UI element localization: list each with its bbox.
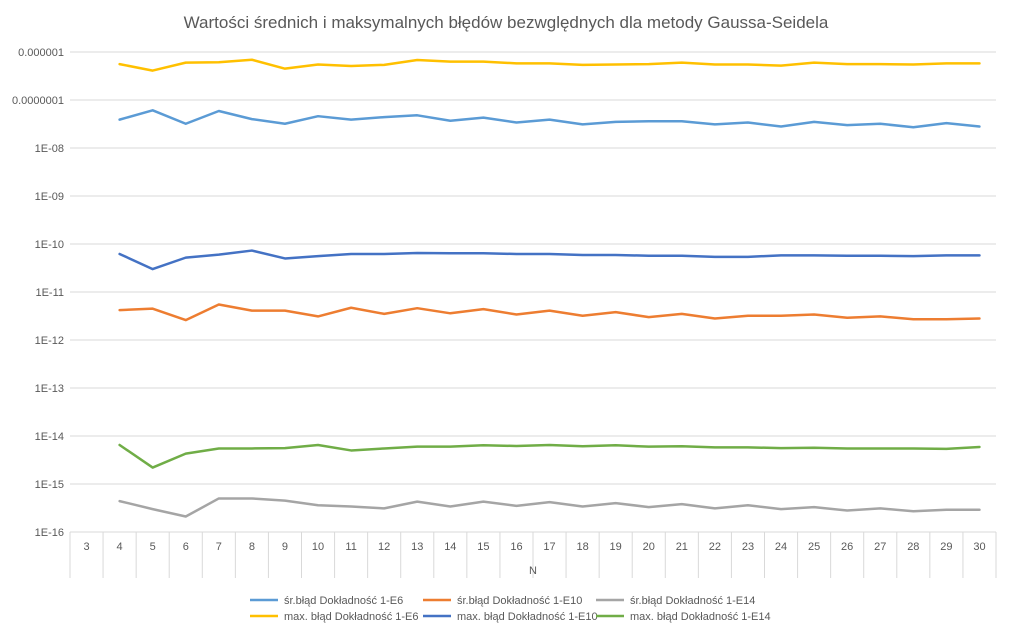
series-line: [118, 109, 981, 129]
x-tick-label: 23: [742, 541, 754, 553]
x-tick-label: 18: [576, 541, 588, 553]
x-tick-label: 17: [543, 541, 555, 553]
x-tick-label: 28: [907, 541, 919, 553]
y-axis: 0.000001 0.0000001 1E-08 1E-09 1E-10 1E-11 1E-…: [12, 47, 64, 539]
y-tick-label: 1E-09: [35, 191, 64, 203]
series-line: [118, 303, 981, 322]
x-tick-label: 11: [345, 541, 356, 553]
x-tick-label: 5: [150, 541, 156, 553]
x-tick-label: 8: [249, 541, 255, 553]
x-tick-label: 16: [510, 541, 522, 553]
x-tick-label: 27: [874, 541, 886, 553]
legend-label: śr.błąd Dokładność 1-E10: [457, 595, 582, 607]
legend: śr.błąd Dokładność 1-E6 śr.błąd Dokładnoś…: [250, 595, 771, 623]
x-tick-label: 22: [709, 541, 721, 553]
y-tick-label: 1E-16: [35, 527, 64, 539]
series-lines: [118, 58, 981, 518]
x-axis-title: N: [529, 565, 537, 577]
legend-label: śr.błąd Dokładność 1-E6: [284, 595, 403, 607]
y-tick-label: 0.000001: [18, 47, 64, 59]
x-axis: 3 4 5 6 7 8 9 10 11 12 13 14 15 16 17 18 19 20 21 22 23 24 25 2…: [69, 531, 997, 578]
legend-label: max. błąd Dokładność 1-E14: [630, 611, 771, 623]
x-tick-label: 15: [477, 541, 489, 553]
legend-label: śr.błąd Dokładność 1-E14: [630, 595, 755, 607]
y-tick-label: 1E-15: [35, 479, 64, 491]
x-tick-label: 12: [378, 541, 390, 553]
x-tick-label: 10: [312, 541, 324, 553]
x-tick-label: 26: [841, 541, 853, 553]
y-tick-label: 1E-08: [35, 143, 64, 155]
x-tick-label: 25: [808, 541, 820, 553]
x-tick-label: 29: [940, 541, 952, 553]
x-tick-label: 30: [973, 541, 985, 553]
y-tick-label: 1E-10: [35, 239, 64, 251]
x-tick-label: 19: [610, 541, 622, 553]
y-tick-label: 1E-13: [35, 383, 64, 395]
x-tick-label: 20: [643, 541, 655, 553]
series-line: [118, 249, 981, 271]
legend-label: max. błąd Dokładność 1-E10: [457, 611, 598, 623]
series-line: [118, 497, 981, 518]
y-tick-label: 0.0000001: [12, 95, 64, 107]
y-tick-label: 1E-12: [35, 335, 64, 347]
legend-label: max. błąd Dokładność 1-E6: [284, 611, 419, 623]
chart-title: Wartości średnich i maksymalnych błędów …: [184, 13, 829, 32]
x-tick-label: 7: [216, 541, 222, 553]
x-tick-label: 9: [282, 541, 288, 553]
series-line: [118, 58, 981, 72]
x-tick-label: 24: [775, 541, 787, 553]
x-tick-label: 3: [83, 541, 89, 553]
x-tick-label: 13: [411, 541, 423, 553]
x-tick-label: 14: [444, 541, 456, 553]
x-tick-label: 21: [676, 541, 688, 553]
y-tick-label: 1E-11: [35, 287, 64, 299]
y-tick-label: 1E-14: [35, 431, 64, 443]
x-tick-label: 6: [183, 541, 189, 553]
series-line: [118, 443, 981, 469]
x-tick-label: 4: [117, 541, 123, 553]
